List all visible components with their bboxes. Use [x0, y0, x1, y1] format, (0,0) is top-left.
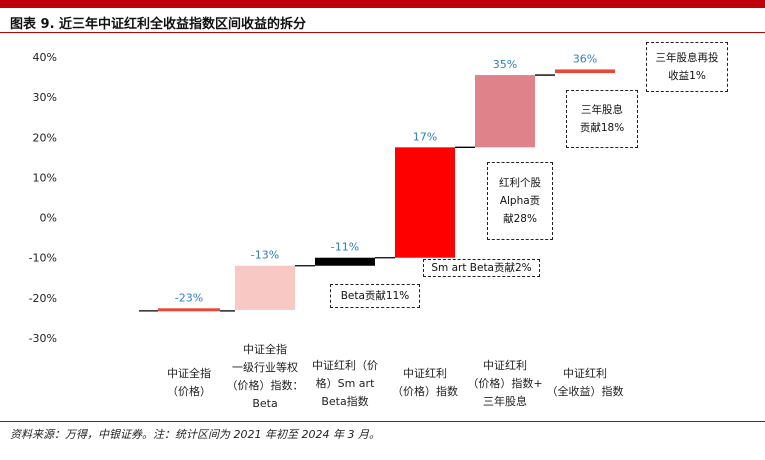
x-category-label: 中证全指一级行业等权（价格）指数： Beta [227, 342, 304, 410]
x-category-label: 中证红利（价格）指数+三年股息 [467, 359, 542, 408]
data-label: -13% [251, 249, 279, 262]
data-label: 36% [573, 52, 597, 65]
y-tick-label: 30% [33, 91, 57, 104]
y-tick-label: -20% [29, 292, 57, 305]
annotation-dividend: 三年股息 贡献18% [566, 90, 638, 148]
data-label: -11% [331, 241, 359, 254]
y-tick-label: 20% [33, 131, 57, 144]
bar [315, 257, 375, 266]
bar [555, 69, 615, 74]
y-tick-label: 0% [40, 212, 57, 225]
annotation-alpha: 红利个股 Alpha贡 献28% [487, 162, 553, 240]
y-tick-label: -10% [29, 252, 57, 265]
y-tick-label: -30% [29, 332, 57, 345]
title-divider [0, 32, 765, 33]
x-category-label: 中证红利（价格）指数 [392, 367, 458, 398]
figure-title: 图表 9. 近三年中证红利全收益指数区间收益的拆分 [10, 17, 307, 32]
annotation-smart-beta: Sm art Beta贡献2% [423, 259, 540, 277]
x-category-label: 中证红利（价格）Sm art Beta指数 [312, 359, 378, 408]
x-category-label: 中证全指（价格） [167, 366, 211, 398]
bar [158, 308, 220, 312]
bar [235, 265, 295, 310]
y-tick-label: 10% [33, 171, 57, 184]
bar [475, 75, 535, 148]
x-category-label: 中证红利（全收益）指数 [547, 367, 624, 398]
waterfall-chart: -30% -20% -10% 0% 10% 20% 30% 40% -23% -13% -11% 17… [29, 51, 624, 410]
bar [395, 147, 455, 258]
data-label: 35% [493, 58, 517, 71]
y-tick-label: 40% [33, 51, 57, 64]
top-accent-bar [0, 0, 765, 8]
annotation-beta: Beta贡献11% [330, 284, 420, 308]
source-divider [0, 421, 765, 422]
data-label: -23% [175, 291, 203, 304]
annotation-reinvest: 三年股息再投 收益1% [646, 42, 728, 92]
data-label: 17% [413, 130, 437, 143]
source-note: 资料来源：万得，中银证券。注：统计区间为 2021 年初至 2024 年 3 月… [10, 428, 380, 441]
